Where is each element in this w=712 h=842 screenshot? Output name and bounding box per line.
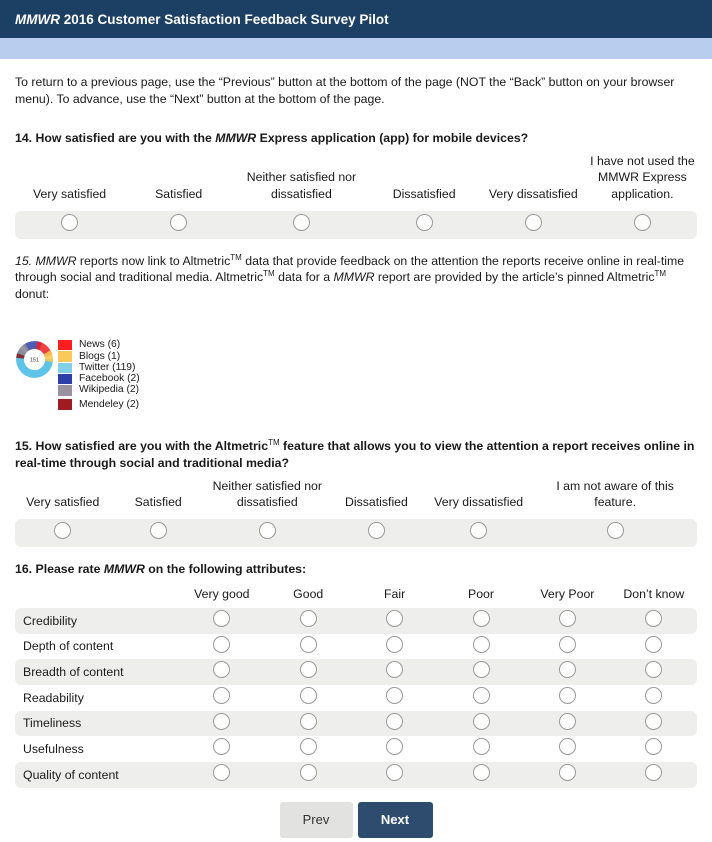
svg-text:151: 151 [30, 357, 39, 363]
